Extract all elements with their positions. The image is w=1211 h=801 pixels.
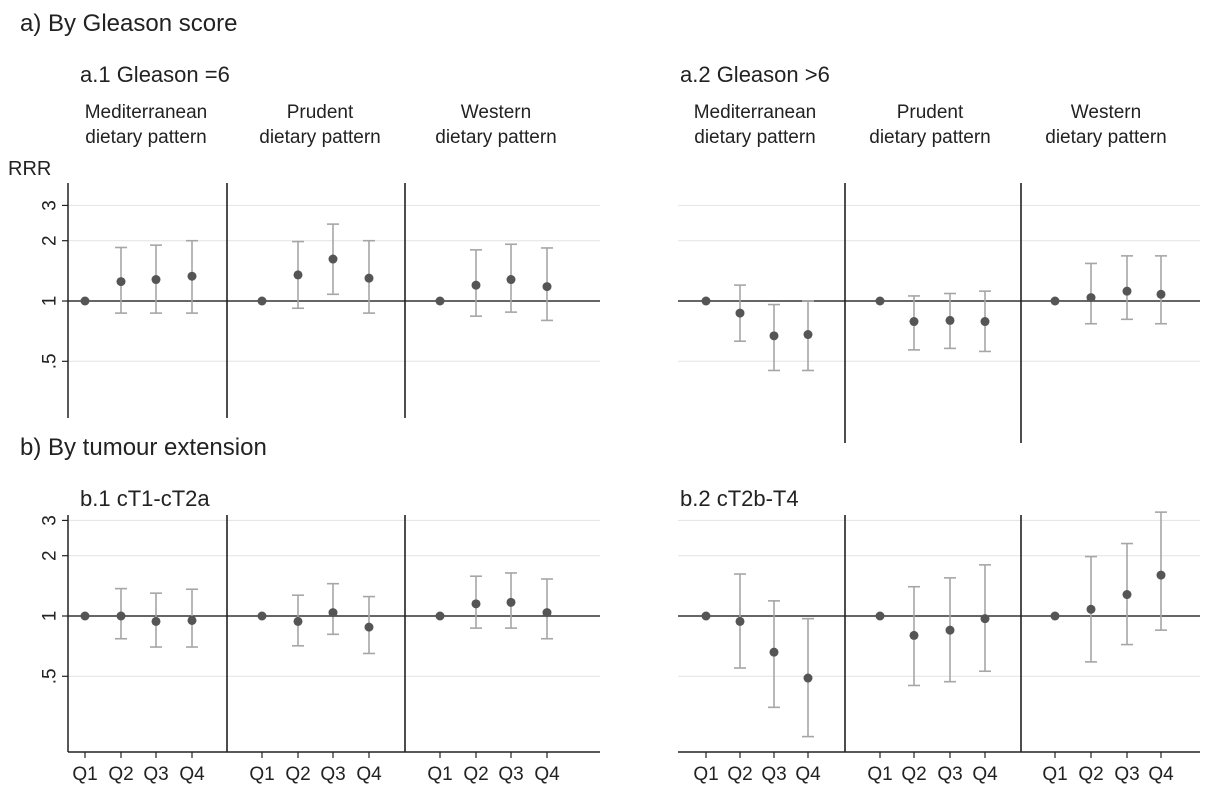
x-tick-label: Q4 <box>356 764 382 785</box>
x-tick-label: Q1 <box>249 764 274 785</box>
x-tick-label: Q3 <box>1114 764 1139 785</box>
estimate-point <box>151 275 161 285</box>
x-tick-label: Q3 <box>320 764 345 785</box>
group-header-western-a2: Western dietary pattern <box>1045 102 1167 148</box>
y-tick-label: 2 <box>40 235 61 246</box>
x-tick-label: Q2 <box>727 764 752 785</box>
estimate-point <box>803 330 813 340</box>
estimate-point <box>1122 590 1132 600</box>
estimate-point <box>187 615 197 625</box>
estimate-point <box>1050 296 1060 306</box>
x-tick-label: Q1 <box>693 764 718 785</box>
estimate-point <box>364 622 374 632</box>
estimate-point <box>701 611 711 621</box>
estimate-point <box>435 296 445 306</box>
group-header-western-a1: Western dietary pattern <box>435 102 557 148</box>
y-tick-label: 1 <box>40 611 61 622</box>
estimate-point <box>980 614 990 624</box>
x-tick-label: Q3 <box>937 764 962 785</box>
estimate-point <box>875 296 885 306</box>
estimate-point <box>80 296 90 306</box>
estimate-point <box>187 271 197 281</box>
estimate-point <box>735 616 745 626</box>
x-tick-label: Q4 <box>795 764 821 785</box>
x-tick-label: Q2 <box>108 764 133 785</box>
y-tick-label: 3 <box>40 515 61 526</box>
x-tick-label: Q3 <box>143 764 168 785</box>
x-tick-label: Q2 <box>1078 764 1103 785</box>
estimate-point <box>293 616 303 626</box>
group-header-mediterranean-a2: Mediterranean dietary pattern <box>693 102 817 148</box>
x-tick-label: Q1 <box>867 764 892 785</box>
estimate-point <box>1086 293 1096 303</box>
estimate-point <box>116 611 126 621</box>
estimate-point <box>542 608 552 618</box>
x-tick-label: Q1 <box>72 764 97 785</box>
y-tick-label: 3 <box>40 200 61 211</box>
estimate-point <box>471 280 481 290</box>
estimate-point <box>909 317 919 327</box>
estimate-point <box>803 673 813 683</box>
estimate-point <box>980 317 990 327</box>
estimate-point <box>1050 611 1060 621</box>
estimate-point <box>1086 604 1096 614</box>
estimate-point <box>769 647 779 657</box>
x-tick-label: Q3 <box>498 764 523 785</box>
section-b-heading: b) By tumour extension <box>20 434 267 461</box>
group-header-mediterranean-a1: Mediterranean dietary pattern <box>84 102 208 148</box>
estimate-point <box>735 308 745 318</box>
estimate-point <box>1156 289 1166 299</box>
estimate-point <box>1156 570 1166 580</box>
y-tick-label: .5 <box>40 668 61 684</box>
estimate-point <box>151 616 161 626</box>
x-tick-label: Q4 <box>972 764 998 785</box>
estimate-point <box>80 611 90 621</box>
group-header-prudent-a2: Prudent dietary pattern <box>869 102 991 148</box>
estimate-point <box>116 277 126 287</box>
estimate-point <box>1122 286 1132 296</box>
x-tick-label: Q3 <box>761 764 786 785</box>
estimate-point <box>293 270 303 280</box>
x-tick-label: Q2 <box>901 764 926 785</box>
panel-b1-title: b.1 cT1-cT2a <box>80 486 210 511</box>
group-header-prudent-a1: Prudent dietary pattern <box>259 102 381 148</box>
estimate-point <box>364 273 374 283</box>
panel-b2-title: b.2 cT2b-T4 <box>680 486 799 511</box>
estimate-point <box>257 296 267 306</box>
estimate-point <box>328 254 338 264</box>
estimate-point <box>945 315 955 325</box>
x-tick-label: Q4 <box>179 764 205 785</box>
x-tick-label: Q1 <box>1042 764 1067 785</box>
estimate-point <box>257 611 267 621</box>
estimate-point <box>875 611 885 621</box>
x-tick-label: Q2 <box>463 764 488 785</box>
x-tick-label: Q4 <box>534 764 560 785</box>
x-tick-label: Q4 <box>1148 764 1174 785</box>
estimate-point <box>909 630 919 640</box>
estimate-point <box>435 611 445 621</box>
estimate-point <box>328 608 338 618</box>
estimate-point <box>471 599 481 609</box>
x-tick-label: Q2 <box>285 764 310 785</box>
estimate-point <box>506 597 516 607</box>
y-tick-label: 2 <box>40 550 61 561</box>
estimate-point <box>506 275 516 285</box>
x-tick-label: Q1 <box>427 764 452 785</box>
panel-a2-title: a.2 Gleason >6 <box>680 62 830 87</box>
y-tick-label: 1 <box>40 296 61 307</box>
y-tick-label: .5 <box>40 353 61 369</box>
estimate-point <box>769 331 779 341</box>
section-a-heading: a) By Gleason score <box>20 10 238 37</box>
y-axis-title: RRR <box>8 158 52 180</box>
estimate-point <box>945 625 955 635</box>
panel-a1-title: a.1 Gleason =6 <box>80 62 230 87</box>
estimate-point <box>701 296 711 306</box>
estimate-point <box>542 282 552 292</box>
